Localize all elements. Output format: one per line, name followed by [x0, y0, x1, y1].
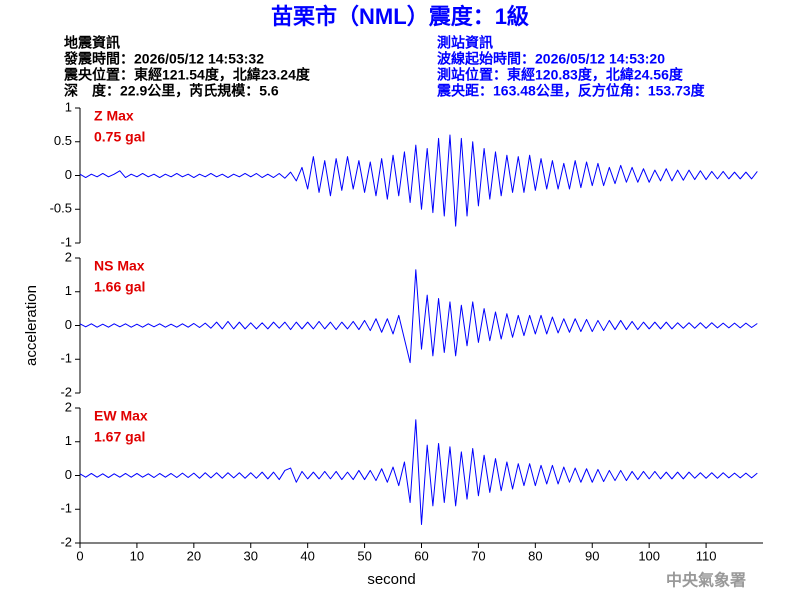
panel-max: 1.67 gal	[94, 429, 145, 445]
chart-title: 苗栗市（NML）震度：1級	[271, 4, 529, 29]
x-tick-label: 60	[414, 548, 428, 563]
panel-label: NS Max	[94, 258, 145, 274]
x-tick-label: 0	[76, 548, 83, 563]
panel-label: Z Max	[94, 108, 134, 124]
y-axis-label: acceleration	[23, 285, 40, 366]
footer: 中央氣象署	[666, 571, 746, 590]
panel-max: 1.66 gal	[94, 279, 145, 295]
y-tick-label: -1	[60, 234, 72, 249]
x-tick-label: 10	[130, 548, 144, 563]
info-right: 震央距：163.48公里，反方位角：153.73度	[436, 83, 706, 99]
info-right: 測站位置：東經120.83度，北緯24.56度	[437, 67, 684, 83]
x-tick-label: 90	[585, 548, 599, 563]
y-tick-label: -2	[60, 534, 72, 549]
x-tick-label: 40	[300, 548, 314, 563]
info-right: 測站資訊	[437, 35, 493, 51]
waveform	[79, 419, 758, 525]
x-tick-label: 20	[187, 548, 201, 563]
y-tick-label: 0	[65, 317, 72, 332]
y-tick-label: 2	[65, 249, 72, 264]
y-tick-label: -2	[60, 384, 72, 399]
x-tick-label: 100	[638, 548, 660, 563]
y-tick-label: 0.5	[54, 133, 72, 148]
info-left: 地震資訊	[64, 35, 120, 51]
x-tick-label: 30	[244, 548, 258, 563]
waveform	[79, 134, 758, 227]
y-tick-label: 1	[65, 99, 72, 114]
info-right: 波線起始時間：2026/05/12 14:53:20	[437, 51, 665, 67]
y-tick-label: -1	[60, 501, 72, 516]
y-tick-label: 0	[65, 167, 72, 182]
x-tick-label: 110	[696, 548, 717, 563]
y-tick-label: -0.5	[50, 201, 72, 216]
info-left: 深 度：22.9公里，芮氏規模：5.6	[64, 83, 279, 99]
info-left: 震央位置：東經121.54度，北緯23.24度	[63, 67, 311, 83]
x-axis-label: second	[367, 571, 415, 588]
y-tick-label: 1	[65, 283, 72, 298]
y-tick-label: 1	[65, 433, 72, 448]
y-tick-label: -1	[60, 351, 72, 366]
y-tick-label: 2	[65, 399, 72, 414]
x-tick-label: 50	[357, 548, 371, 563]
y-tick-label: 0	[65, 467, 72, 482]
info-left: 發震時間：2026/05/12 14:53:32	[63, 51, 264, 67]
waveform	[79, 269, 758, 364]
panel-label: EW Max	[94, 408, 148, 424]
panel-max: 0.75 gal	[94, 129, 145, 145]
x-tick-label: 80	[528, 548, 542, 563]
x-tick-label: 70	[471, 548, 485, 563]
